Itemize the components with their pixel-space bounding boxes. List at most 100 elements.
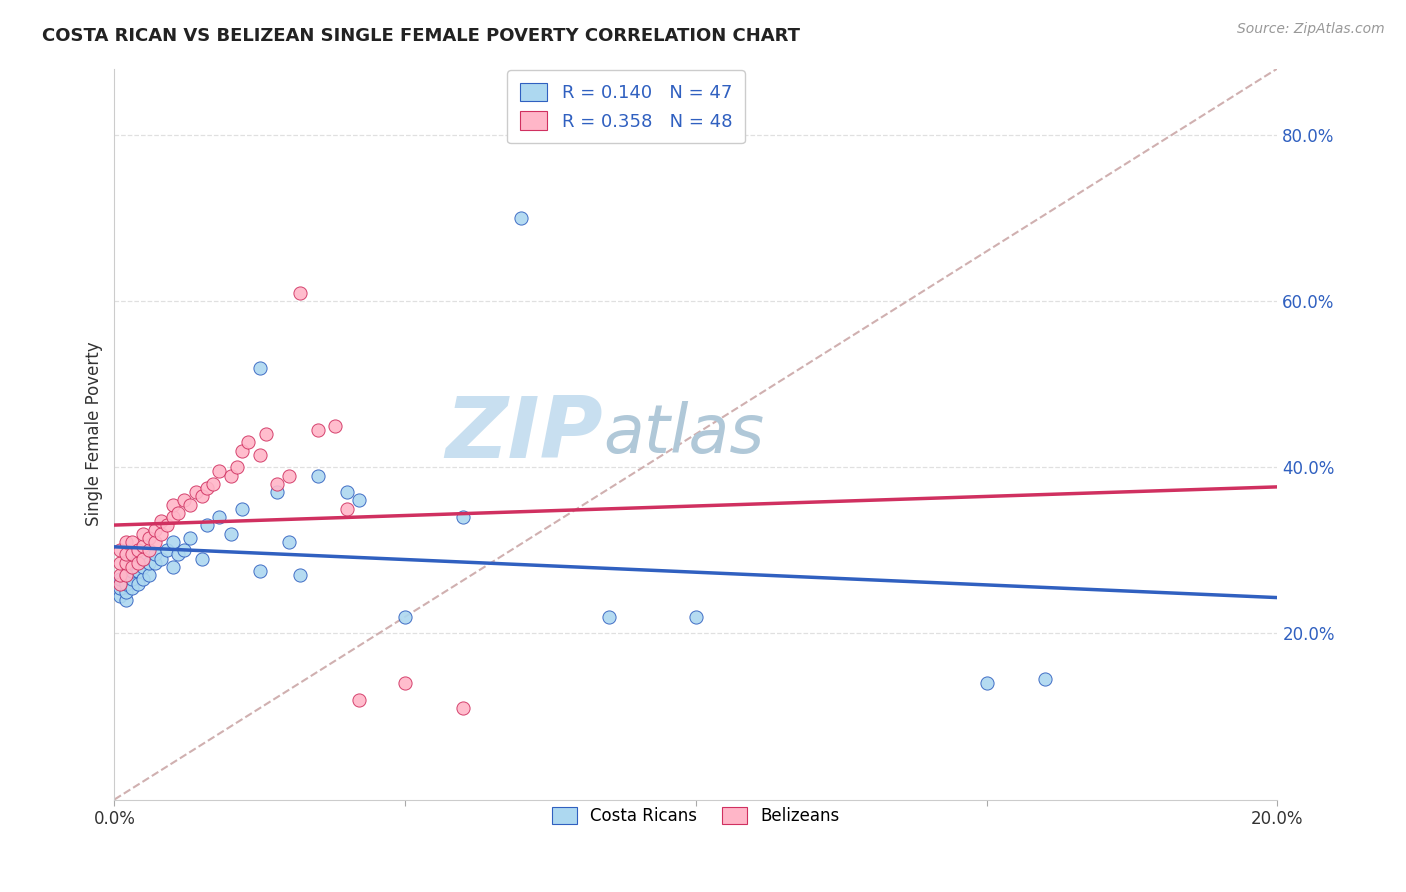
Point: [336, 485, 359, 500]
Point: [453, 510, 475, 524]
Point: [110, 581, 132, 595]
Point: [173, 543, 195, 558]
Point: [219, 468, 242, 483]
Point: [307, 468, 329, 483]
Point: [156, 518, 179, 533]
Point: [266, 485, 288, 500]
Point: [110, 556, 132, 570]
Point: [132, 551, 155, 566]
Point: [976, 676, 998, 690]
Point: [127, 543, 149, 558]
Point: [115, 568, 138, 582]
Point: [115, 535, 138, 549]
Point: [167, 548, 190, 562]
Point: [249, 564, 271, 578]
Point: [143, 556, 166, 570]
Point: [190, 489, 212, 503]
Point: [173, 493, 195, 508]
Point: [132, 551, 155, 566]
Point: [307, 423, 329, 437]
Point: [179, 498, 201, 512]
Point: [143, 548, 166, 562]
Point: [162, 510, 184, 524]
Point: [231, 443, 253, 458]
Point: [143, 535, 166, 549]
Point: [115, 585, 138, 599]
Point: [121, 556, 143, 570]
Point: [162, 498, 184, 512]
Point: [115, 568, 138, 582]
Point: [110, 573, 132, 587]
Point: [510, 211, 533, 225]
Point: [394, 609, 416, 624]
Point: [149, 551, 172, 566]
Point: [197, 481, 219, 495]
Point: [127, 556, 149, 570]
Point: [290, 285, 312, 300]
Text: COSTA RICAN VS BELIZEAN SINGLE FEMALE POVERTY CORRELATION CHART: COSTA RICAN VS BELIZEAN SINGLE FEMALE PO…: [42, 27, 800, 45]
Point: [121, 535, 143, 549]
Point: [138, 543, 160, 558]
Point: [236, 435, 259, 450]
Point: [110, 589, 132, 603]
Point: [115, 576, 138, 591]
Point: [231, 501, 253, 516]
Point: [121, 548, 143, 562]
Point: [121, 564, 143, 578]
Point: [197, 518, 219, 533]
Point: [149, 526, 172, 541]
Point: [325, 418, 347, 433]
Point: [162, 535, 184, 549]
Y-axis label: Single Female Poverty: Single Female Poverty: [86, 342, 103, 526]
Point: [336, 501, 359, 516]
Point: [132, 539, 155, 553]
Point: [132, 526, 155, 541]
Point: [184, 485, 207, 500]
Point: [110, 543, 132, 558]
Point: [179, 531, 201, 545]
Point: [132, 560, 155, 574]
Point: [138, 531, 160, 545]
Point: [347, 493, 370, 508]
Point: [110, 576, 132, 591]
Point: [290, 568, 312, 582]
Point: [115, 593, 138, 607]
Point: [277, 468, 299, 483]
Point: [121, 560, 143, 574]
Point: [208, 510, 231, 524]
Point: [162, 560, 184, 574]
Point: [202, 476, 225, 491]
Point: [685, 609, 707, 624]
Point: [208, 464, 231, 478]
Point: [121, 573, 143, 587]
Text: atlas: atlas: [603, 401, 763, 467]
Point: [138, 568, 160, 582]
Point: [156, 543, 179, 558]
Point: [219, 526, 242, 541]
Point: [277, 535, 299, 549]
Point: [127, 576, 149, 591]
Legend: Costa Ricans, Belizeans: Costa Ricans, Belizeans: [541, 797, 849, 835]
Point: [143, 523, 166, 537]
Point: [132, 573, 155, 587]
Point: [149, 514, 172, 528]
Point: [347, 693, 370, 707]
Point: [394, 676, 416, 690]
Point: [190, 551, 212, 566]
Point: [266, 476, 288, 491]
Point: [121, 581, 143, 595]
Point: [249, 448, 271, 462]
Point: [225, 460, 247, 475]
Point: [453, 701, 475, 715]
Point: [254, 427, 277, 442]
Point: [110, 568, 132, 582]
Point: [138, 556, 160, 570]
Point: [1033, 672, 1056, 686]
Point: [167, 506, 190, 520]
Point: [115, 548, 138, 562]
Point: [115, 556, 138, 570]
Point: [598, 609, 620, 624]
Text: Source: ZipAtlas.com: Source: ZipAtlas.com: [1237, 22, 1385, 37]
Point: [249, 360, 271, 375]
Point: [127, 564, 149, 578]
